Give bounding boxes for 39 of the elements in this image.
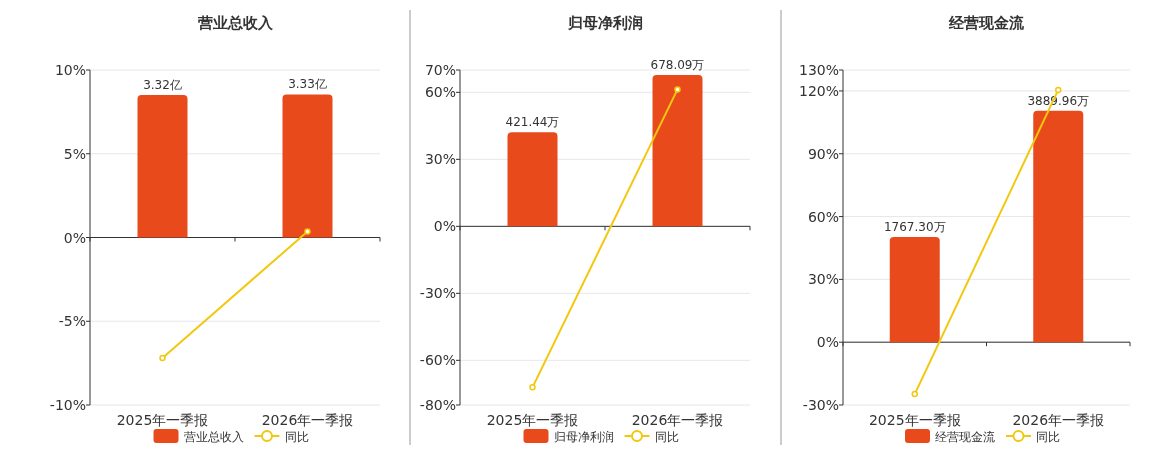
y-tick-label: 30% bbox=[424, 151, 456, 168]
y-tick-label: 60% bbox=[807, 208, 839, 225]
legend-label: 经营现金流 bbox=[935, 429, 995, 444]
data-label: 421.44万 bbox=[505, 115, 560, 130]
chart-title: 营业总收入 bbox=[196, 14, 274, 32]
x-tick-label: 2026年一季报 bbox=[631, 412, 724, 428]
y-tick-label: 90% bbox=[807, 145, 839, 162]
x-tick-label: 2025年一季报 bbox=[486, 412, 579, 428]
data-label: 3.33亿 bbox=[288, 77, 327, 92]
chart-title: 归母净利润 bbox=[566, 14, 643, 32]
x-tick-label: 2025年一季报 bbox=[116, 412, 209, 428]
legend-label: 营业总收入 bbox=[183, 429, 244, 444]
y-tick-label: 120% bbox=[798, 82, 839, 99]
y-tick-label: -5% bbox=[58, 313, 86, 330]
x-tick-label: 2026年一季报 bbox=[261, 412, 354, 428]
x-tick-label: 2025年一季报 bbox=[868, 412, 961, 428]
y-tick-label: -80% bbox=[419, 397, 456, 413]
y-tick-label: -30% bbox=[802, 397, 839, 413]
data-label: 678.09万 bbox=[650, 57, 705, 72]
y-tick-label: 0% bbox=[63, 229, 86, 246]
y-tick-label: 0% bbox=[433, 218, 456, 235]
y-tick-label: 70% bbox=[424, 62, 456, 78]
chart-title: 经营现金流 bbox=[948, 14, 1025, 32]
y-tick-label: 10% bbox=[54, 62, 86, 78]
y-tick-label: -10% bbox=[49, 397, 86, 413]
y-tick-label: 60% bbox=[424, 84, 456, 101]
y-tick-label: 30% bbox=[807, 271, 839, 288]
legend-label: 同比 bbox=[1036, 429, 1060, 444]
legend-label: 同比 bbox=[654, 429, 679, 444]
y-tick-label: 130% bbox=[798, 62, 839, 78]
y-tick-label: 0% bbox=[816, 334, 839, 351]
legend-label: 同比 bbox=[284, 429, 309, 444]
y-tick-label: -30% bbox=[419, 285, 456, 302]
y-tick-label: 5% bbox=[63, 145, 86, 162]
x-tick-label: 2026年一季报 bbox=[1012, 412, 1105, 428]
legend-label: 归母净利润 bbox=[553, 429, 614, 444]
y-tick-label: -60% bbox=[419, 352, 456, 369]
data-label: 1767.30万 bbox=[883, 220, 946, 235]
data-label: 3.32亿 bbox=[143, 77, 182, 92]
